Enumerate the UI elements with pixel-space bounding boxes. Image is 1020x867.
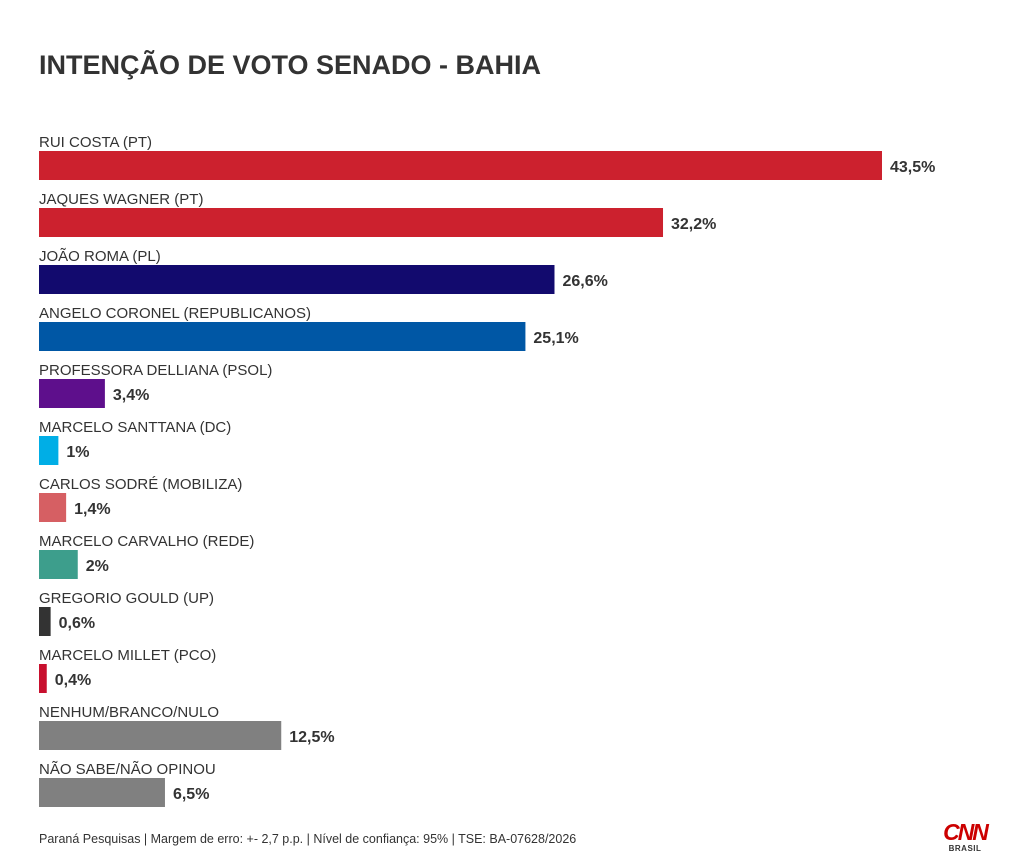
bar: [39, 151, 882, 180]
cnn-logo-text: CNN: [943, 819, 989, 845]
bar: [39, 550, 78, 579]
bar: [39, 493, 67, 522]
value-label: 12,5%: [289, 729, 334, 746]
category-label: MARCELO CARVALHO (REDE): [39, 533, 254, 550]
category-label: JAQUES WAGNER (PT): [39, 191, 203, 208]
value-label: 0,4%: [55, 672, 91, 689]
cnn-brasil-logo: CNN BRASIL: [940, 820, 990, 856]
category-label: JOÃO ROMA (PL): [39, 248, 161, 265]
category-label: NENHUM/BRANCO/NULO: [39, 704, 219, 721]
value-label: 1,4%: [74, 501, 110, 518]
category-label: GREGORIO GOULD (UP): [39, 590, 214, 607]
bar: [39, 436, 59, 465]
bar: [39, 607, 51, 636]
value-label: 1%: [66, 444, 89, 461]
value-label: 25,1%: [533, 330, 578, 347]
category-label: CARLOS SODRÉ (MOBILIZA): [39, 476, 242, 493]
value-label: 0,6%: [59, 615, 95, 632]
chart-title: INTENÇÃO DE VOTO SENADO - BAHIA: [39, 50, 542, 80]
category-label: ANGELO CORONEL (REPUBLICANOS): [39, 305, 311, 322]
category-label: NÃO SABE/NÃO OPINOU: [39, 761, 216, 778]
bar: [39, 322, 526, 351]
bar: [39, 208, 664, 237]
bar: [39, 664, 47, 693]
category-label: MARCELO SANTTANA (DC): [39, 419, 231, 436]
bar: [39, 265, 555, 294]
value-label: 32,2%: [671, 216, 716, 233]
value-label: 43,5%: [890, 159, 935, 176]
value-label: 26,6%: [562, 273, 607, 290]
bar: [39, 379, 105, 408]
value-label: 6,5%: [173, 786, 209, 803]
category-label: PROFESSORA DELLIANA (PSOL): [39, 362, 272, 379]
value-label: 3,4%: [113, 387, 149, 404]
cnn-logo-subtitle: BRASIL: [948, 844, 982, 853]
value-label: 2%: [86, 558, 109, 575]
category-label: RUI COSTA (PT): [39, 134, 152, 151]
source-footer: Paraná Pesquisas | Margem de erro: +- 2,…: [39, 832, 577, 846]
bar-chart: RUI COSTA (PT) 43,5% JAQUES WAGNER (PT) 32,…: [39, 134, 935, 807]
bar: [39, 721, 282, 750]
bar: [39, 778, 165, 807]
category-label: MARCELO MILLET (PCO): [39, 647, 216, 664]
